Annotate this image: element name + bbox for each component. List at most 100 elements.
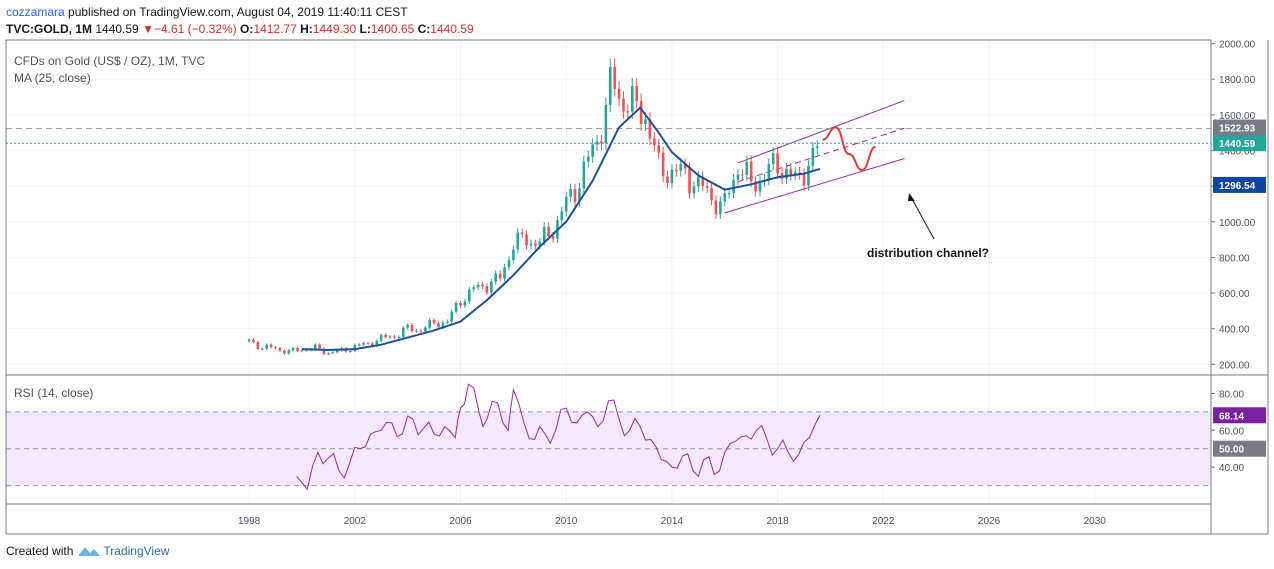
candle-body-31 bbox=[384, 334, 387, 338]
candle-body-91 bbox=[648, 119, 652, 139]
candle-body-3 bbox=[261, 348, 264, 350]
tradingview-brand-link[interactable]: TradingView bbox=[103, 544, 170, 558]
candle-body-63 bbox=[525, 234, 528, 246]
candle-body-75 bbox=[578, 188, 581, 202]
candle-body-17 bbox=[322, 348, 326, 355]
candle-body-11 bbox=[296, 348, 299, 352]
candle-body-30 bbox=[379, 334, 383, 341]
candle-body-87 bbox=[630, 86, 634, 112]
candle-body-112 bbox=[741, 174, 744, 176]
candle-body-90 bbox=[644, 119, 647, 125]
candle-body-7 bbox=[278, 348, 282, 351]
channel-lower-line bbox=[724, 158, 905, 214]
x-tick-label-0: 1998 bbox=[238, 516, 261, 527]
candle-body-18 bbox=[327, 353, 330, 355]
candle-body-94 bbox=[661, 152, 665, 177]
candle-body-93 bbox=[657, 145, 661, 153]
candle-body-84 bbox=[617, 88, 621, 99]
x-tick-label-2: 2006 bbox=[449, 516, 472, 527]
candle-body-86 bbox=[626, 111, 630, 113]
candle-body-24 bbox=[353, 345, 357, 351]
candle-body-95 bbox=[666, 176, 669, 184]
candle-body-53 bbox=[481, 284, 484, 287]
candle-body-46 bbox=[450, 311, 454, 322]
author-link[interactable]: cozzamara bbox=[6, 5, 65, 19]
candle-body-92 bbox=[653, 138, 656, 146]
candle-body-26 bbox=[362, 343, 365, 345]
rsi-tick-label-0: 40.00 bbox=[1219, 463, 1244, 474]
y-tick-label-9: 2000.00 bbox=[1219, 40, 1256, 51]
candle-body-59 bbox=[507, 259, 511, 268]
last-price: 1440.59 bbox=[95, 22, 139, 36]
symbol-label[interactable]: TVC:GOLD, 1M bbox=[6, 22, 92, 36]
candle-body-113 bbox=[745, 161, 749, 175]
badge-prev-high-bg bbox=[1213, 119, 1266, 136]
annotation-arrow bbox=[908, 193, 935, 240]
candle-body-27 bbox=[366, 343, 370, 345]
badge-rsi-value-label: 68.14 bbox=[1219, 411, 1244, 422]
candle-body-78 bbox=[591, 144, 594, 157]
candle-body-73 bbox=[569, 188, 572, 197]
candle-body-49 bbox=[463, 301, 467, 306]
candle-body-57 bbox=[498, 273, 502, 279]
rsi-line bbox=[296, 383, 821, 491]
badge-last-price-bg bbox=[1213, 135, 1266, 152]
y-tick-label-7: 1600.00 bbox=[1219, 111, 1256, 122]
price-change: −4.61 (−0.32%) bbox=[153, 22, 237, 36]
rsi-tick-label-1: 60.00 bbox=[1219, 426, 1244, 437]
y-tick-label-3: 800.00 bbox=[1219, 253, 1250, 264]
high-label: H: bbox=[300, 22, 313, 36]
candle-body-61 bbox=[516, 232, 520, 250]
low-label: L: bbox=[359, 22, 371, 36]
low-value: 1400.65 bbox=[370, 22, 415, 36]
forecast-curve bbox=[822, 126, 876, 172]
candle-body-97 bbox=[675, 169, 678, 171]
x-tick-label-3: 2010 bbox=[555, 516, 578, 527]
candle-body-89 bbox=[639, 100, 643, 125]
candle-body-68 bbox=[547, 226, 550, 237]
candle-body-101 bbox=[692, 186, 696, 194]
badge-prev-high-label: 1522.93 bbox=[1219, 124, 1256, 135]
candle-body-60 bbox=[512, 249, 515, 260]
candle-body-15 bbox=[313, 344, 317, 350]
candle-body-10 bbox=[291, 348, 295, 351]
tradingview-logo-icon bbox=[78, 547, 101, 556]
candle-body-83 bbox=[613, 66, 616, 89]
candle-body-80 bbox=[600, 141, 603, 144]
candle-body-128 bbox=[811, 148, 815, 166]
candle-body-65 bbox=[534, 243, 537, 246]
candle-body-8 bbox=[283, 350, 286, 354]
candle-body-32 bbox=[388, 336, 392, 338]
x-tick-label-7: 2026 bbox=[978, 516, 1001, 527]
candle-body-37 bbox=[410, 325, 414, 332]
candle-body-77 bbox=[586, 156, 590, 162]
candle-body-12 bbox=[300, 350, 304, 352]
candle-body-126 bbox=[802, 174, 806, 186]
candle-body-88 bbox=[635, 86, 638, 101]
candle-body-98 bbox=[679, 163, 683, 171]
rsi-tick-label-2: 80.00 bbox=[1219, 389, 1244, 400]
candle-body-127 bbox=[807, 165, 810, 186]
candle-body-72 bbox=[564, 196, 568, 212]
candle-body-47 bbox=[454, 302, 458, 312]
candle-body-29 bbox=[375, 340, 379, 347]
candle-body-96 bbox=[670, 169, 674, 184]
candle-body-64 bbox=[529, 243, 533, 246]
candle-body-107 bbox=[719, 201, 722, 215]
y-tick-label-6: 1400.00 bbox=[1219, 146, 1256, 157]
channel-middle-line bbox=[737, 127, 905, 183]
candle-body-62 bbox=[520, 232, 524, 235]
y-tick-label-8: 1800.00 bbox=[1219, 75, 1256, 86]
candle-body-99 bbox=[683, 163, 687, 169]
distribution-channel-annotation: distribution channel? bbox=[867, 246, 989, 260]
candle-body-1 bbox=[252, 339, 255, 343]
candle-body-38 bbox=[415, 330, 418, 332]
y-tick-label-1: 400.00 bbox=[1219, 325, 1250, 336]
close-label: C: bbox=[417, 22, 431, 36]
candle-body-122 bbox=[785, 168, 788, 179]
candle-body-71 bbox=[560, 211, 564, 221]
badge-ma-value-label: 1296.54 bbox=[1219, 181, 1256, 192]
candle-body-123 bbox=[789, 168, 793, 175]
candle-body-82 bbox=[608, 66, 612, 105]
